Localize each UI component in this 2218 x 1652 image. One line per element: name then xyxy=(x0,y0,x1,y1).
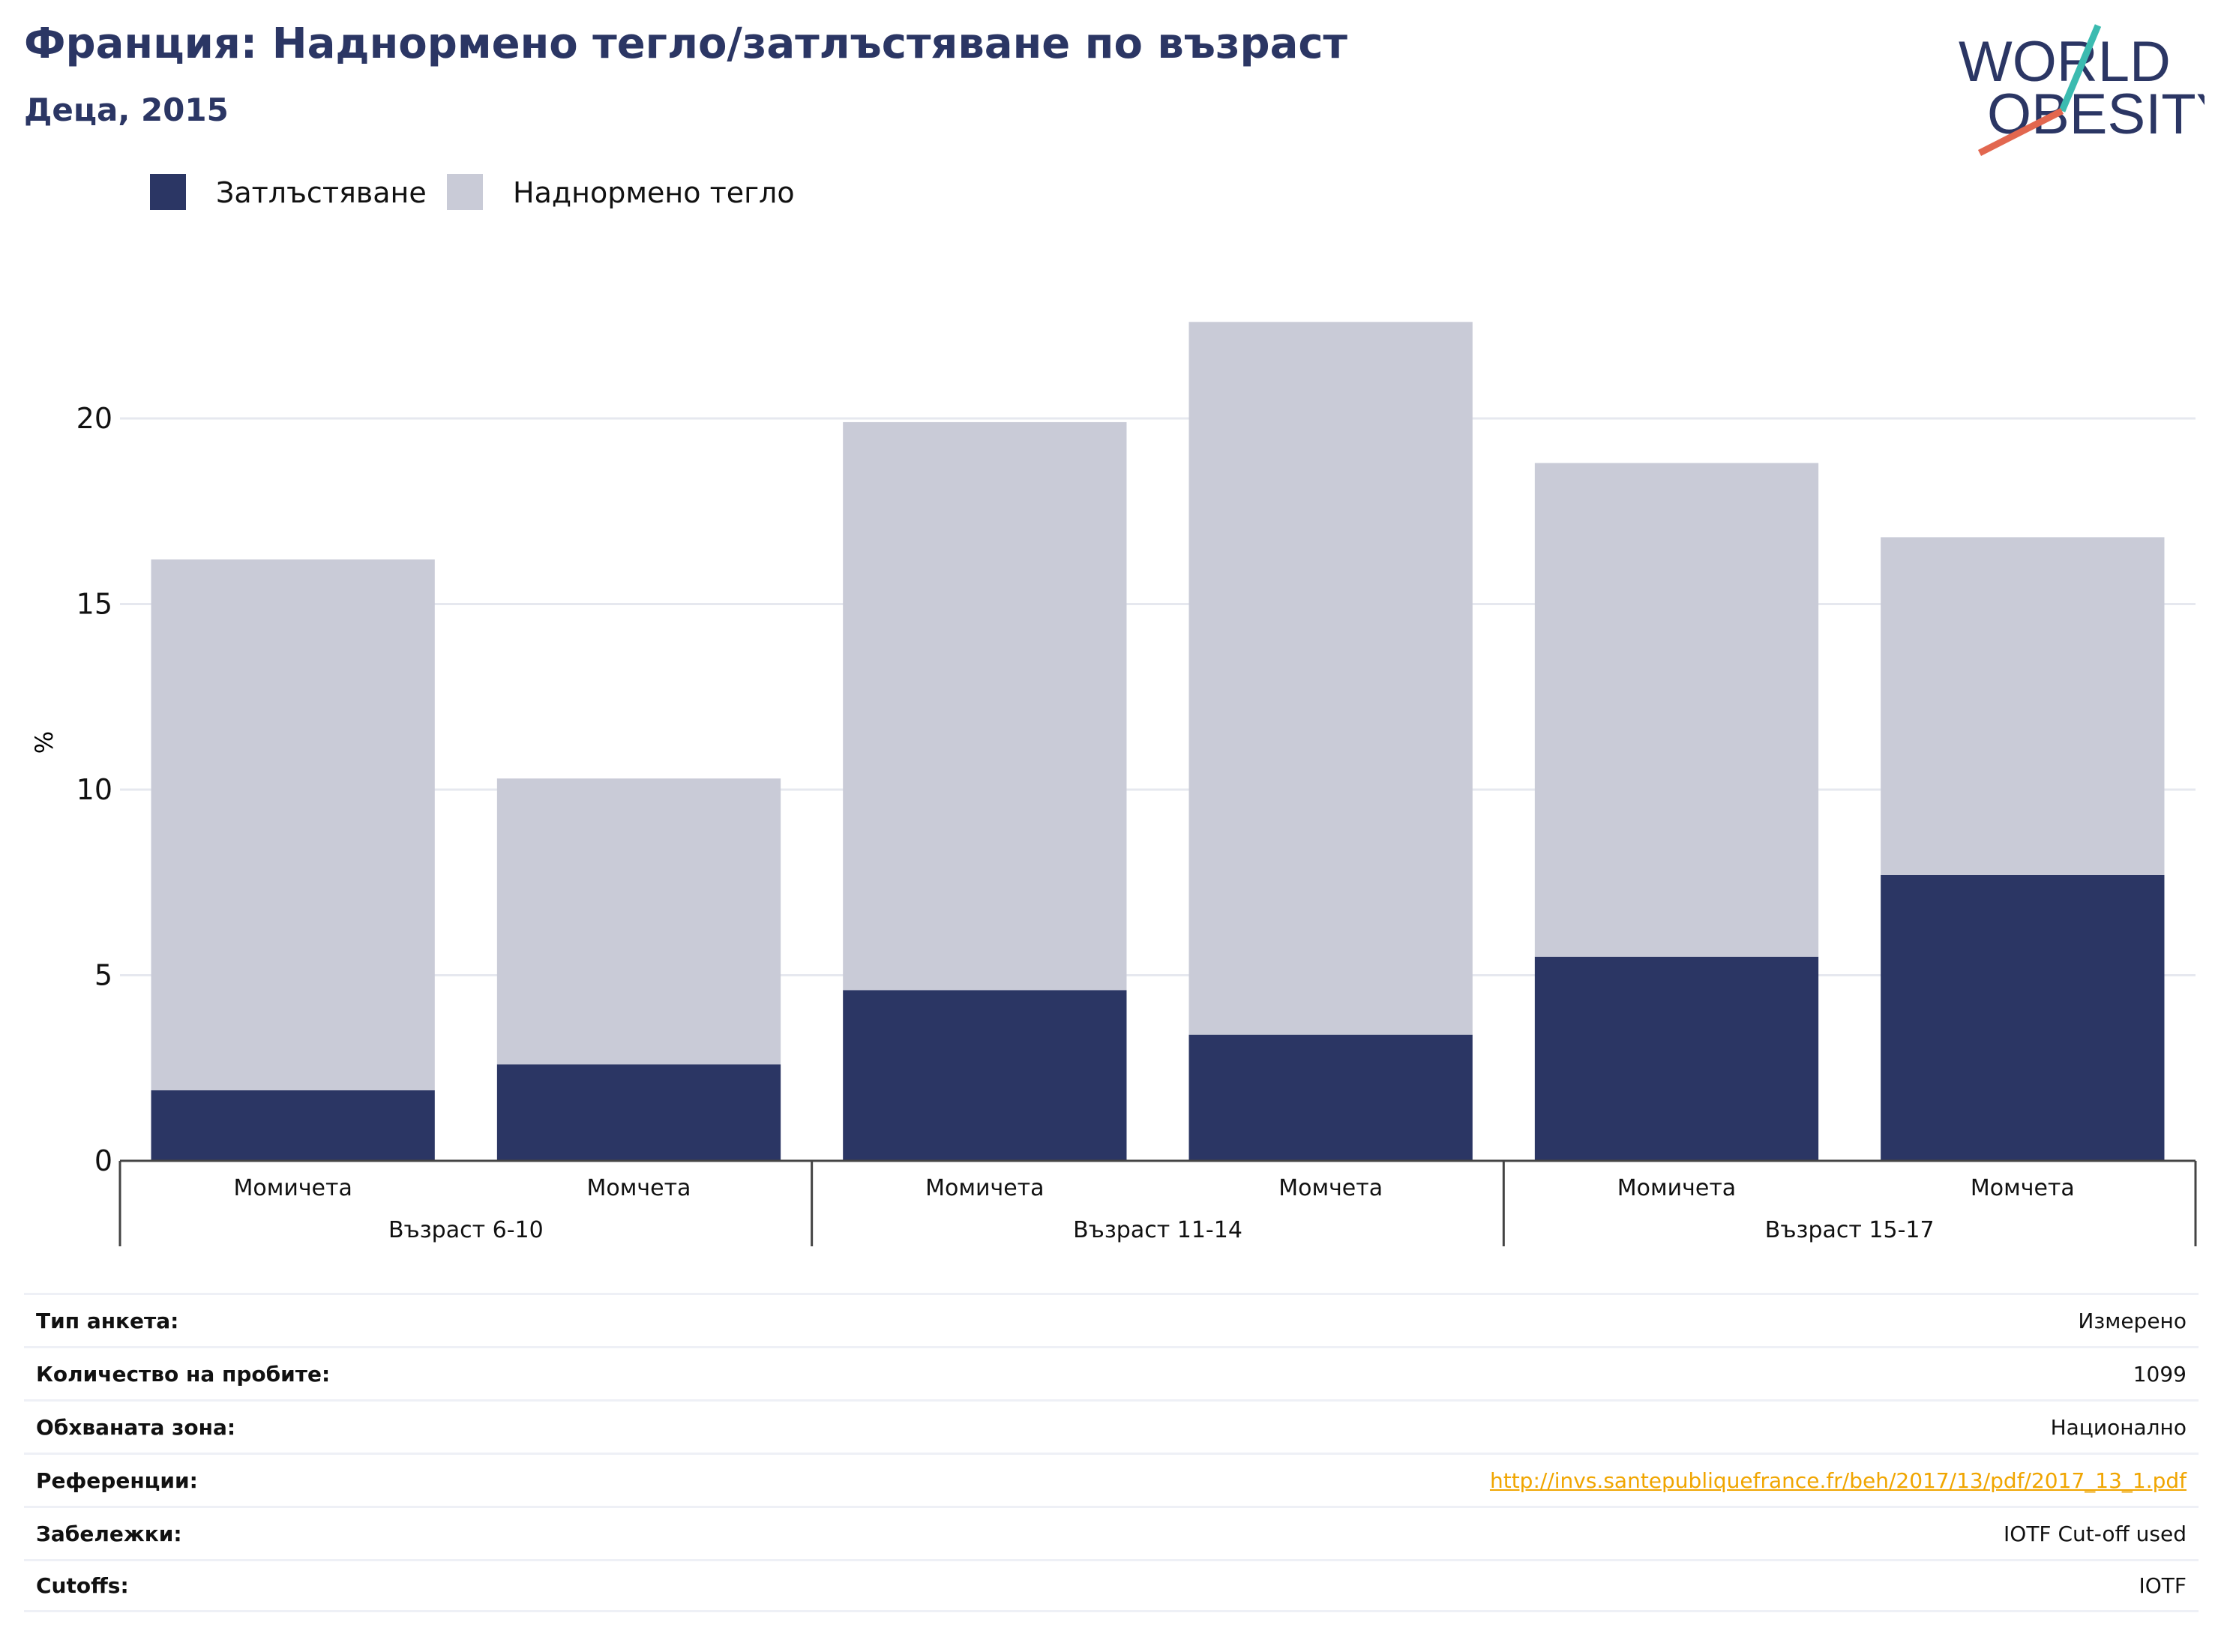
x-group-label: Възраст 6-10 xyxy=(388,1217,544,1243)
metadata-key: Обхваната зона: xyxy=(36,1414,236,1440)
legend-label: Наднормено тегло xyxy=(513,176,795,209)
logo-line-2: OBESITY xyxy=(1987,82,2205,146)
y-tick-label: 5 xyxy=(94,959,112,992)
metadata-value: Измерено xyxy=(2078,1308,2187,1333)
x-tick-label: Момичета xyxy=(925,1175,1044,1201)
bars xyxy=(151,322,2165,1161)
x-group-label: Възраст 11-14 xyxy=(1073,1217,1242,1243)
metadata-row: Количество на пробите: 1099 xyxy=(24,1346,2199,1399)
y-tick-label: 15 xyxy=(76,588,112,621)
x-tick-label: Момичета xyxy=(233,1175,352,1201)
metadata-key: Тип анкета: xyxy=(36,1308,179,1333)
chart-subtitle: Деца, 2015 xyxy=(24,91,229,128)
y-tick-label: 20 xyxy=(76,402,112,435)
bar-obesity xyxy=(843,990,1127,1161)
y-tick-label: 0 xyxy=(94,1144,112,1177)
metadata-table: Тип анкета: Измерено Количество на пробите… xyxy=(24,1293,2199,1612)
bar-overweight xyxy=(496,778,781,1065)
x-tick-label: Момчета xyxy=(1278,1175,1383,1201)
bar-overweight xyxy=(1881,537,2165,875)
bar-overweight xyxy=(1534,463,1819,957)
metadata-row: Cutoffs: IOTF xyxy=(24,1559,2199,1612)
reference-link[interactable]: http://invs.santepubliquefrance.fr/beh/2… xyxy=(1489,1468,2187,1493)
metadata-row: Обхваната зона: Национално xyxy=(24,1399,2199,1453)
chart-legend: Затлъстяване Наднормено тегло xyxy=(150,174,795,210)
legend-swatch xyxy=(150,174,186,210)
chart-title: Франция: Наднормено тегло/затлъстяване п… xyxy=(24,19,1348,68)
metadata-value: IOTF Cut-off used xyxy=(2004,1521,2187,1546)
gridlines xyxy=(120,417,2196,976)
metadata-row: Референции: http://invs.santepubliquefran… xyxy=(24,1453,2199,1506)
bar-obesity xyxy=(1534,956,1819,1161)
metadata-row: Тип анкета: Измерено xyxy=(24,1293,2199,1346)
y-axis-ticks: 0 5 10 15 20 xyxy=(76,402,112,1177)
bar-overweight xyxy=(1188,322,1473,1035)
bar-obesity xyxy=(1188,1034,1473,1161)
world-obesity-logo: WORLD OBESITY xyxy=(1959,24,2205,157)
metadata-value: IOTF xyxy=(2139,1573,2187,1598)
metadata-value: 1099 xyxy=(2133,1361,2187,1387)
bar-overweight xyxy=(151,559,435,1090)
legend-label: Затлъстяване xyxy=(216,176,427,209)
y-tick-label: 10 xyxy=(76,773,112,806)
metadata-value: Национално xyxy=(2050,1414,2187,1440)
x-tick-label: Момичета xyxy=(1617,1175,1736,1201)
logo-slash-coral xyxy=(1977,107,2064,157)
bar-obesity xyxy=(151,1090,435,1161)
x-tick-label: Момчета xyxy=(587,1175,691,1201)
x-tick-label: Момчета xyxy=(1971,1175,2075,1201)
metadata-key: Референции: xyxy=(36,1468,198,1493)
legend-swatch xyxy=(447,174,483,210)
bar-overweight xyxy=(843,421,1127,991)
logo-slash-teal xyxy=(2058,24,2102,112)
metadata-key: Cutoffs: xyxy=(36,1573,129,1598)
bar-obesity xyxy=(1881,874,2165,1161)
bar-obesity xyxy=(496,1064,781,1161)
x-group-label: Възраст 15-17 xyxy=(1765,1217,1935,1243)
logo-line-1: WORLD xyxy=(1959,30,2171,94)
metadata-key: Забележки: xyxy=(36,1521,182,1546)
metadata-key: Количество на пробите: xyxy=(36,1361,331,1387)
x-axis: Момичета Момчета Момичета Момчета Момичета Мо… xyxy=(118,1159,2197,1246)
y-axis-label: % xyxy=(30,731,58,754)
metadata-row: Забележки: IOTF Cut-off used xyxy=(24,1506,2199,1559)
